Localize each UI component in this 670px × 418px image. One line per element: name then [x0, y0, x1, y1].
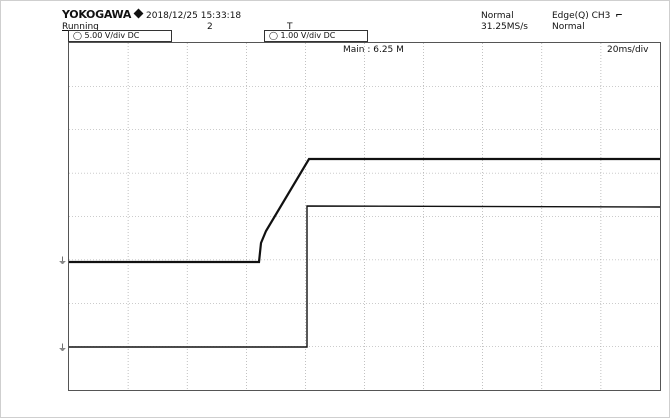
- channel-1-ground-marker: ⏚: [58, 257, 68, 267]
- waveform-display: [68, 42, 661, 391]
- sample-rate: 31.25MS/s: [481, 22, 528, 32]
- timestamp: 2018/12/25 15:33:18: [146, 11, 242, 21]
- trigger-source: Edge(Q) CH3 ⌐: [552, 11, 623, 21]
- brand-diamond-icon: [133, 8, 144, 19]
- time-per-division: 20ms/div: [607, 45, 649, 55]
- waveform-grid-svg: [69, 43, 661, 390]
- channel-2-indicator: ◯: [269, 31, 278, 40]
- rising-edge-icon: ⌐: [615, 11, 623, 21]
- channel-1-setting: ◯ 5.00 V/div DC: [68, 30, 172, 42]
- run-state: Running: [62, 22, 99, 32]
- channel-2-setting: ◯ 1.00 V/div DC: [264, 30, 368, 42]
- trigger-mode: Normal: [552, 22, 585, 32]
- channel-1-indicator: ◯: [73, 31, 82, 40]
- main-record-length: Main : 6.25 M: [343, 45, 404, 55]
- graticule: [69, 43, 660, 390]
- upper-trace: [69, 157, 660, 264]
- lower-trace: [69, 205, 661, 348]
- acquisition-count: 2: [207, 22, 213, 32]
- acquisition-mode: Normal: [481, 11, 514, 21]
- brand-logo: YOKOGAWA: [62, 8, 144, 20]
- trigger-position-marker: T: [287, 22, 293, 32]
- channel-2-ground-marker: ⏚: [58, 344, 68, 354]
